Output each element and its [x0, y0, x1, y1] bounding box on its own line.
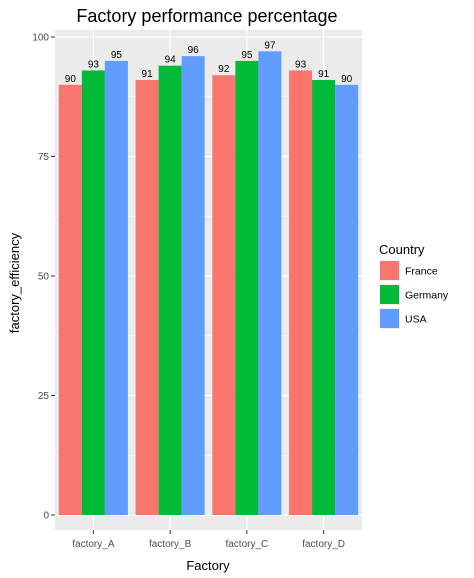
x-tick-label: factory_C	[225, 539, 268, 550]
x-axis: factory_A factory_B factory_C factory_D	[72, 530, 345, 550]
y-tick-label: 0	[43, 511, 49, 522]
legend-swatch-usa	[380, 309, 399, 328]
legend-swatch-france	[380, 261, 399, 280]
data-label: 96	[188, 45, 200, 56]
bar-france-factory_a	[58, 84, 82, 516]
bar-germany-factory_c	[235, 60, 259, 516]
y-tick-label: 25	[38, 391, 50, 402]
data-label: 95	[111, 50, 123, 61]
x-tick-label: factory_A	[72, 539, 115, 550]
data-label: 91	[318, 69, 330, 80]
legend-title: Country	[379, 242, 425, 257]
y-tick-label: 75	[38, 152, 50, 163]
chart-title: Factory performance percentage	[76, 6, 337, 26]
y-axis-title: factory_efficiency	[7, 232, 22, 333]
x-tick-label: factory_B	[149, 539, 192, 550]
bar-france-factory_d	[289, 70, 313, 516]
data-label: 94	[165, 55, 177, 66]
data-label: 95	[241, 50, 253, 61]
bar-germany-factory_a	[81, 70, 105, 516]
data-label: 97	[264, 40, 276, 51]
bar-usa-factory_a	[104, 60, 128, 516]
bar-france-factory_b	[135, 80, 159, 516]
y-tick-label: 50	[38, 272, 50, 283]
data-label: 93	[295, 59, 307, 70]
labels-layer: 90 93 95 91 94 96 92 95 97 93 91 90	[65, 40, 353, 84]
data-label: 92	[218, 64, 230, 75]
data-label: 93	[88, 59, 100, 70]
x-tick-label: factory_D	[302, 539, 345, 550]
legend-label-germany: Germany	[405, 290, 449, 302]
bar-france-factory_c	[212, 75, 236, 516]
bars-layer	[58, 51, 359, 516]
legend-swatch-germany	[380, 285, 399, 304]
y-tick-label: 100	[32, 33, 49, 44]
legend-items: France Germany USA	[379, 260, 449, 329]
legend-label-france: France	[405, 266, 438, 278]
legend-label-usa: USA	[405, 314, 427, 326]
bar-usa-factory_d	[335, 84, 359, 516]
data-label: 90	[65, 74, 77, 85]
y-axis: 0 25 50 75 100	[32, 33, 55, 522]
x-axis-title: Factory	[186, 558, 230, 573]
bar-usa-factory_b	[181, 56, 205, 516]
bar-germany-factory_b	[158, 65, 182, 516]
data-label: 91	[142, 69, 154, 80]
legend: Country France Germany USA	[379, 242, 449, 329]
bar-germany-factory_d	[312, 80, 336, 516]
bar-usa-factory_c	[258, 51, 282, 516]
data-label: 90	[341, 74, 353, 85]
